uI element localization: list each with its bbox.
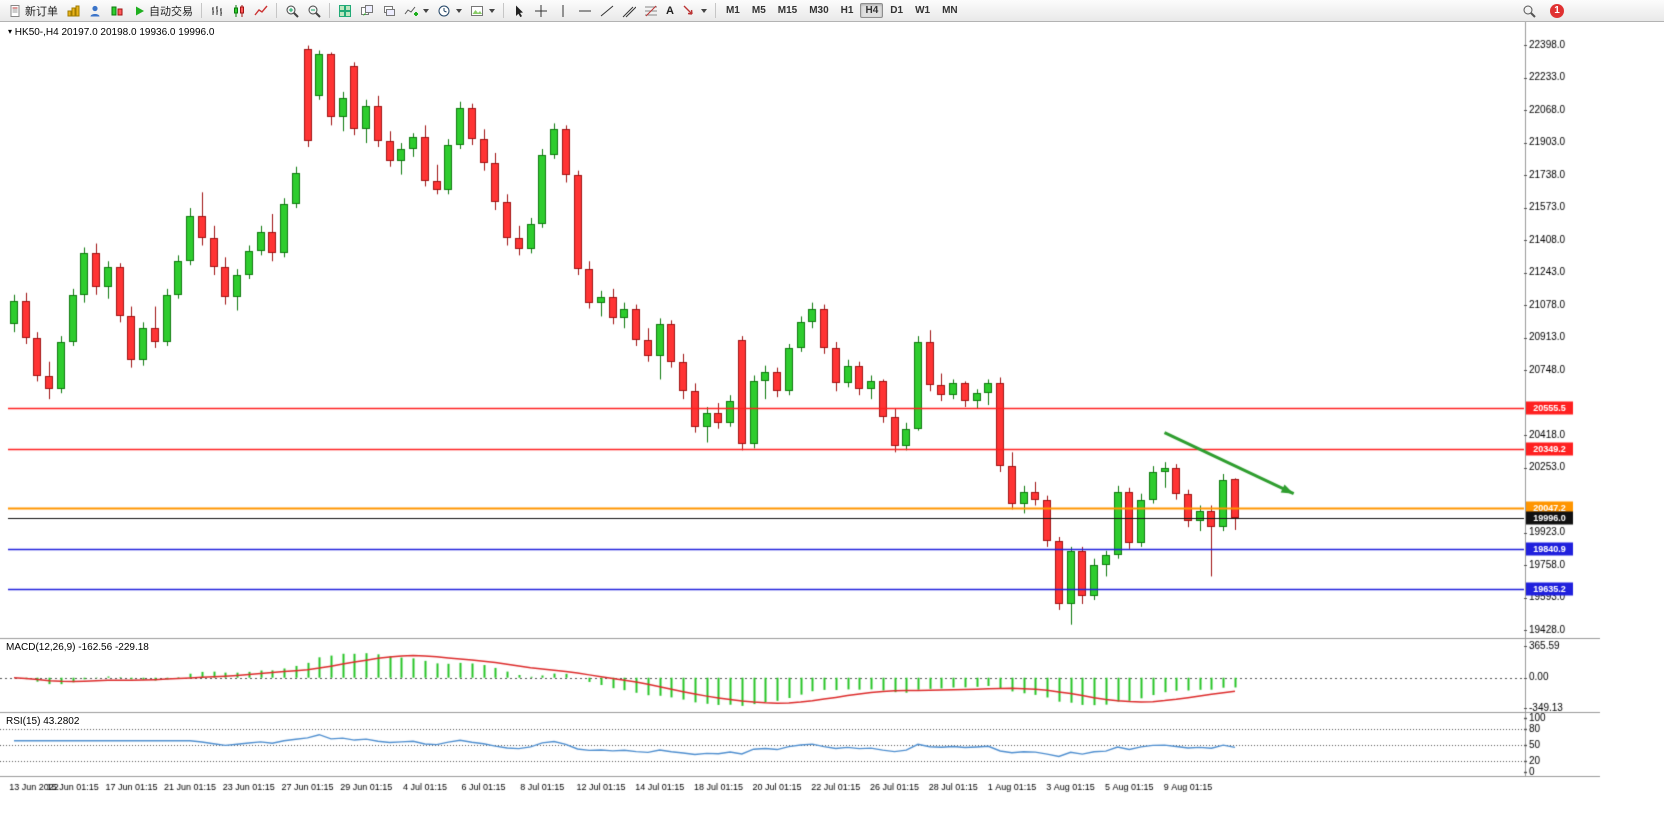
cascade-windows-button[interactable] xyxy=(378,2,400,20)
symbol-header: ▾ HK50-,H4 20197.0 20198.0 19936.0 19996… xyxy=(8,27,214,38)
fibonacci-tool-button[interactable] xyxy=(640,2,662,20)
auto-trading-button[interactable]: 自动交易 xyxy=(128,2,197,20)
play-icon xyxy=(136,6,144,15)
charts-icon xyxy=(67,5,80,16)
candlestick-type-button[interactable] xyxy=(228,2,250,20)
macd-indicator-label: MACD(12,26,9) -162.56 -229.18 xyxy=(6,642,149,653)
indicators-button[interactable] xyxy=(400,2,433,20)
cursor-icon xyxy=(516,5,523,17)
charts-menu-button[interactable] xyxy=(62,2,84,20)
timeframe-m5-button[interactable]: M5 xyxy=(747,3,771,18)
horizontal-line-tool-button[interactable] xyxy=(574,2,596,20)
zoom-out-icon xyxy=(308,5,321,18)
auto-trading-label: 自动交易 xyxy=(149,5,193,18)
symbol-title: HK50-,H4 xyxy=(14,27,59,38)
cursor-tool-button[interactable] xyxy=(508,2,530,20)
arrange-windows-button[interactable] xyxy=(356,2,378,20)
toolbar-right-cluster: 1 xyxy=(1518,2,1564,20)
periods-button[interactable] xyxy=(433,2,466,20)
search-button[interactable] xyxy=(1518,2,1540,20)
bar-chart-type-button[interactable] xyxy=(206,2,228,20)
toolbar-separator xyxy=(329,3,330,18)
new-order-button[interactable]: 新订单 xyxy=(4,2,62,20)
notification-badge[interactable]: 1 xyxy=(1550,3,1564,18)
collapse-icon[interactable]: ▾ xyxy=(8,27,13,36)
text-tool-button[interactable]: A xyxy=(662,2,678,20)
profile-button[interactable] xyxy=(84,2,106,20)
trendline-icon xyxy=(600,5,614,16)
indicators-icon xyxy=(404,6,418,16)
market-watch-icon xyxy=(111,6,123,15)
rsi-name: RSI(15) xyxy=(6,716,41,727)
toolbar-separator xyxy=(276,3,277,18)
tile-windows-button[interactable] xyxy=(334,2,356,20)
profile-icon xyxy=(90,5,100,16)
timeframe-d1-button[interactable]: D1 xyxy=(885,3,908,18)
zoom-in-button[interactable] xyxy=(281,2,303,20)
channel-tool-button[interactable] xyxy=(618,2,640,20)
template-icon xyxy=(471,5,483,16)
candlestick-icon xyxy=(234,4,244,17)
bar-chart-icon xyxy=(212,5,222,16)
chevron-down-icon xyxy=(456,8,462,13)
clock-icon xyxy=(438,5,450,16)
chevron-down-icon xyxy=(423,8,429,13)
zoom-out-button[interactable] xyxy=(303,2,325,20)
timeframe-mn-button[interactable]: MN xyxy=(937,3,963,18)
timeframe-m30-button[interactable]: M30 xyxy=(804,3,833,18)
symbol-ohlc: 20197.0 20198.0 19936.0 19996.0 xyxy=(61,27,215,38)
rsi-indicator-label: RSI(15) 43.2802 xyxy=(6,716,79,727)
trendline-tool-button[interactable] xyxy=(596,2,618,20)
toolbar: 新订单 自动交易 xyxy=(0,0,1664,22)
timeframe-m1-button[interactable]: M1 xyxy=(721,3,745,18)
timeframe-m15-button[interactable]: M15 xyxy=(773,3,802,18)
vertical-line-icon xyxy=(562,4,564,17)
timeframe-h4-button[interactable]: H4 xyxy=(860,3,884,18)
macd-name: MACD(12,26,9) xyxy=(6,642,76,653)
crosshair-tool-button[interactable] xyxy=(530,2,552,20)
chevron-down-icon xyxy=(700,8,707,13)
line-chart-icon xyxy=(254,5,268,15)
macd-values: -162.56 -229.18 xyxy=(78,642,149,653)
arrows-tool-button[interactable] xyxy=(678,2,711,20)
toolbar-separator xyxy=(503,3,504,18)
search-icon xyxy=(1523,5,1536,18)
crosshair-icon xyxy=(535,4,547,17)
toolbar-separator xyxy=(714,3,716,18)
market-watch-button[interactable] xyxy=(106,2,128,20)
channel-icon xyxy=(622,6,636,17)
chevron-down-icon xyxy=(489,8,495,13)
timeframe-h1-button[interactable]: H1 xyxy=(836,3,859,18)
chart-canvas[interactable] xyxy=(0,22,1664,840)
toolbar-separator xyxy=(201,3,202,18)
text-tool-label: A xyxy=(666,4,674,17)
tile-windows-icon xyxy=(339,4,351,17)
timeframe-w1-button[interactable]: W1 xyxy=(910,3,935,18)
fibonacci-icon xyxy=(645,5,657,16)
arrange-windows-icon xyxy=(361,4,373,16)
zoom-in-icon xyxy=(286,5,299,18)
cascade-windows-icon xyxy=(384,5,395,16)
horizontal-line-icon xyxy=(579,10,591,11)
line-chart-type-button[interactable] xyxy=(250,2,272,20)
new-order-label: 新订单 xyxy=(25,5,58,18)
rsi-value: 43.2802 xyxy=(43,716,80,727)
arrow-tool-icon xyxy=(683,5,693,15)
templates-button[interactable] xyxy=(466,2,499,20)
chart-window: ▾ HK50-,H4 20197.0 20198.0 19936.0 19996… xyxy=(0,22,1664,840)
new-order-icon xyxy=(10,4,20,17)
vertical-line-tool-button[interactable] xyxy=(552,2,574,20)
